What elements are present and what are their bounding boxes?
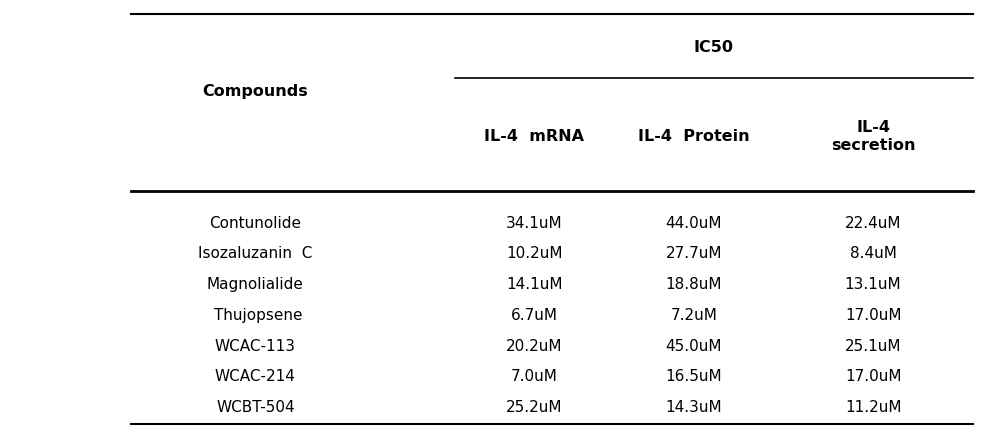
Text: 34.1uM: 34.1uM <box>506 216 562 231</box>
Text: Thujopsene: Thujopsene <box>209 308 302 323</box>
Text: Contunolide: Contunolide <box>210 216 302 231</box>
Text: IL-4
secretion: IL-4 secretion <box>831 120 915 153</box>
Text: 10.2uM: 10.2uM <box>506 247 562 261</box>
Text: 7.2uM: 7.2uM <box>670 308 717 323</box>
Text: 6.7uM: 6.7uM <box>510 308 557 323</box>
Text: 44.0uM: 44.0uM <box>665 216 722 231</box>
Text: 14.1uM: 14.1uM <box>506 277 562 292</box>
Text: 18.8uM: 18.8uM <box>665 277 722 292</box>
Text: IL-4  Protein: IL-4 Protein <box>638 129 749 144</box>
Text: 25.2uM: 25.2uM <box>506 400 562 415</box>
Text: Magnolialide: Magnolialide <box>207 277 304 292</box>
Text: 17.0uM: 17.0uM <box>845 369 901 384</box>
Text: WCAC-214: WCAC-214 <box>215 369 296 384</box>
Text: Isozaluzanin  C: Isozaluzanin C <box>198 247 313 261</box>
Text: 17.0uM: 17.0uM <box>845 308 901 323</box>
Text: Compounds: Compounds <box>203 84 309 99</box>
Text: 27.7uM: 27.7uM <box>665 247 722 261</box>
Text: 13.1uM: 13.1uM <box>845 277 901 292</box>
Text: WCBT-504: WCBT-504 <box>216 400 295 415</box>
Text: IC50: IC50 <box>693 39 733 55</box>
Text: 7.0uM: 7.0uM <box>510 369 557 384</box>
Text: 11.2uM: 11.2uM <box>845 400 901 415</box>
Text: 25.1uM: 25.1uM <box>845 339 901 353</box>
Text: 22.4uM: 22.4uM <box>845 216 901 231</box>
Text: IL-4  mRNA: IL-4 mRNA <box>485 129 584 144</box>
Text: 45.0uM: 45.0uM <box>665 339 722 353</box>
Text: 14.3uM: 14.3uM <box>665 400 722 415</box>
Text: 16.5uM: 16.5uM <box>665 369 722 384</box>
Text: 8.4uM: 8.4uM <box>849 247 896 261</box>
Text: WCAC-113: WCAC-113 <box>215 339 296 353</box>
Text: 20.2uM: 20.2uM <box>506 339 562 353</box>
